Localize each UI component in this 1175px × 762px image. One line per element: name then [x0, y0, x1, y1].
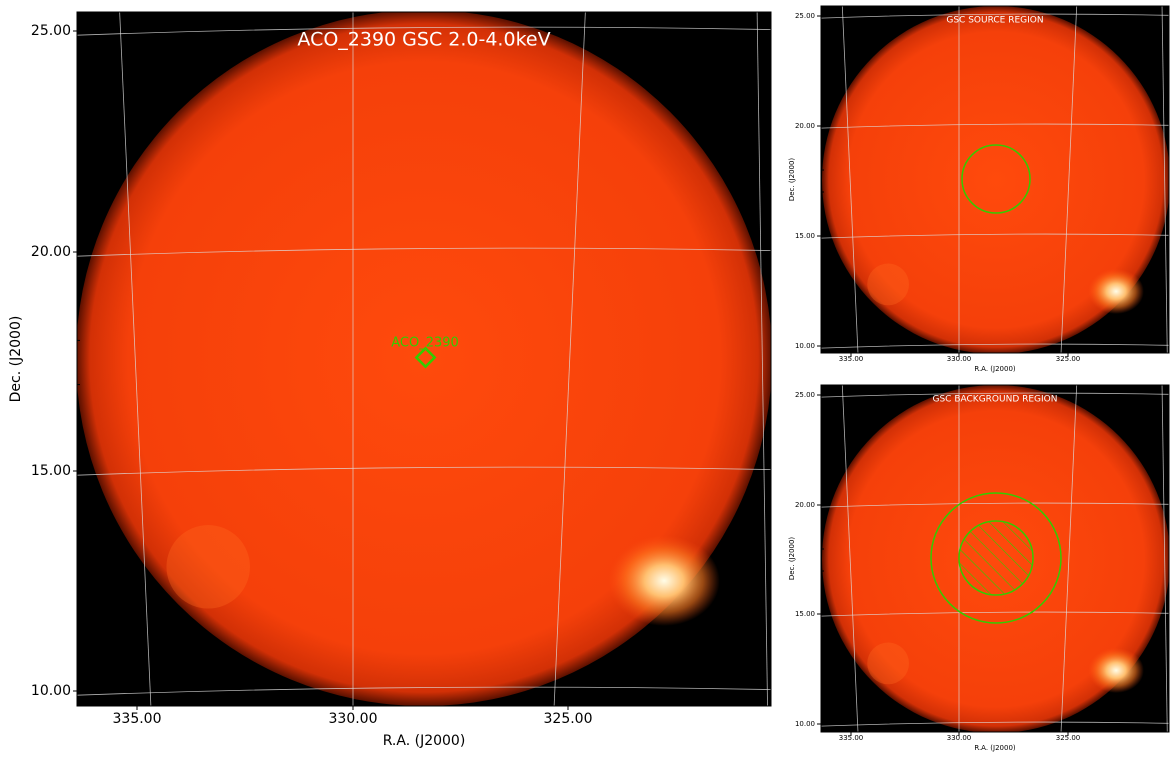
ra-grid [1161, 6, 1168, 353]
y-tick-label: 10.00 [31, 683, 71, 699]
bright-source [1088, 268, 1144, 314]
panel-title: GSC BACKGROUND REGION [933, 395, 1058, 405]
x-tick-label: 330.00 [947, 355, 972, 363]
dec-grid [821, 233, 1169, 239]
excluded-region [958, 520, 1034, 596]
dec-grid [821, 13, 1169, 19]
ra-grid [553, 12, 586, 706]
sky-image [77, 12, 771, 706]
x-tick-label: 330.00 [947, 734, 972, 742]
x-tick-label: 325.00 [1056, 734, 1081, 742]
y-tick-label: 10.00 [795, 342, 815, 350]
ra-grid [841, 385, 859, 732]
dec-grid [821, 343, 1169, 349]
y-axis-label: Dec. (J2000) [8, 316, 24, 403]
dec-grid [821, 392, 1169, 398]
background-annulus-outer [930, 492, 1062, 624]
dec-grid [77, 466, 771, 476]
dec-grid [77, 686, 771, 696]
x-tick-label: 335.00 [839, 734, 864, 742]
axes-frame [76, 11, 772, 707]
y-tick-label: 10.00 [795, 720, 815, 728]
ra-grid [841, 6, 859, 353]
detector-disk [77, 12, 771, 706]
faint-blob [867, 263, 909, 306]
y-tick-label: 20.00 [795, 122, 815, 130]
detector-disk [822, 6, 1169, 353]
y-tick-label: 15.00 [795, 232, 815, 240]
bright-source [608, 535, 720, 626]
y-tick-label: 25.00 [795, 12, 815, 20]
ra-grid [119, 12, 152, 706]
ra-grid [756, 12, 768, 706]
ra-grid [1060, 385, 1078, 732]
bright-source [1088, 647, 1144, 693]
panel-title: GSC SOURCE REGION [946, 16, 1043, 26]
dec-grid [821, 611, 1169, 617]
y-tick-label: 20.00 [795, 501, 815, 509]
region-label: ACO_2390 [391, 336, 459, 351]
y-tick-label: 15.00 [31, 463, 71, 479]
ra-grid [1161, 385, 1168, 732]
dec-grid [77, 247, 771, 257]
region-diamond [414, 346, 437, 369]
x-axis-label: R.A. (J2000) [974, 744, 1016, 752]
source-region [961, 144, 1031, 214]
y-axis-label: Dec. (J2000) [788, 537, 796, 581]
sky-image [821, 6, 1169, 353]
dec-grid [821, 123, 1169, 129]
panel-title: ACO_2390 GSC 2.0-4.0keV [297, 29, 550, 51]
dec-grid [821, 502, 1169, 508]
x-tick-label: 335.00 [839, 355, 864, 363]
faint-blob [166, 525, 250, 609]
x-tick-label: 330.00 [329, 711, 378, 727]
ra-grid [1060, 6, 1078, 353]
dec-grid [77, 26, 771, 36]
y-tick-label: 25.00 [31, 23, 71, 39]
x-axis-label: R.A. (J2000) [383, 733, 466, 749]
dec-grid [821, 721, 1169, 727]
axes-frame [820, 384, 1170, 733]
x-tick-label: 335.00 [113, 711, 162, 727]
y-tick-label: 20.00 [31, 244, 71, 260]
faint-blob [867, 642, 909, 685]
y-tick-label: 15.00 [795, 610, 815, 618]
x-axis-label: R.A. (J2000) [974, 365, 1016, 373]
x-tick-label: 325.00 [544, 711, 593, 727]
y-axis-label: Dec. (J2000) [788, 158, 796, 202]
x-tick-label: 325.00 [1056, 355, 1081, 363]
axes-frame [820, 5, 1170, 354]
y-tick-label: 25.00 [795, 391, 815, 399]
